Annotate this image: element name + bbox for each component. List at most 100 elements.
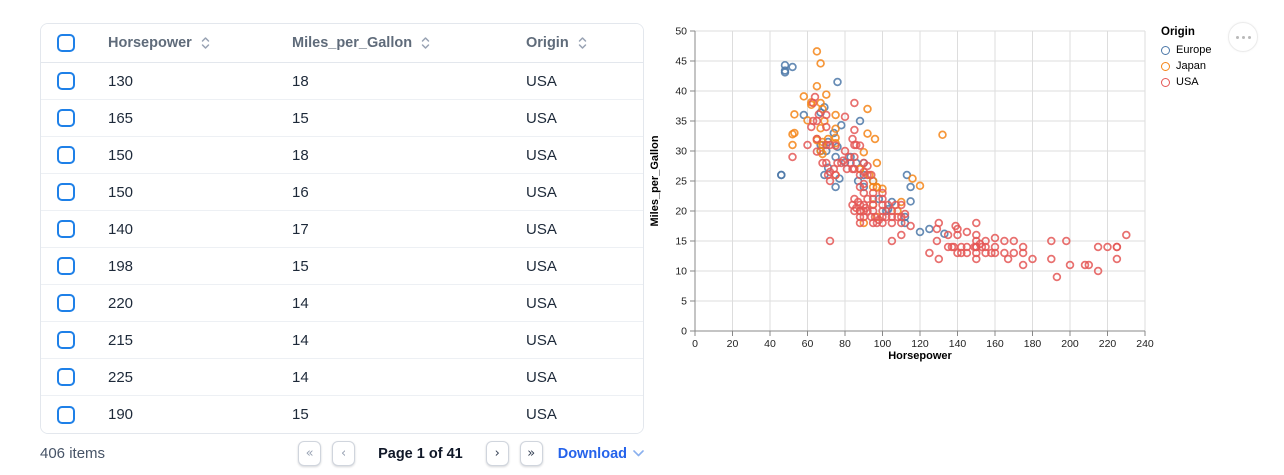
row-checkbox[interactable] [57,294,75,312]
cell-horsepower: 220 [108,294,134,312]
scatter-point-europe [837,120,846,130]
scatter-point-usa [953,230,962,240]
cell-horsepower: 130 [108,72,134,90]
row-checkbox[interactable] [57,220,75,238]
cell-horsepower: 190 [108,406,134,423]
table-row: 190 15 USA [41,396,643,433]
next-page-button[interactable]: › [485,441,509,466]
scatter-point-europe [780,60,790,70]
y-tick-label: 10 [675,266,687,278]
y-tick-label: 25 [675,176,687,188]
scatter-point-japan [872,183,882,192]
first-page-button[interactable]: « [298,441,322,466]
table-row: 150 16 USA [41,174,643,211]
select-all-checkbox[interactable] [57,34,75,52]
scatter-point-usa [962,227,972,237]
y-tick-label: 45 [675,56,687,68]
scatter-point-usa [825,236,835,246]
x-tick-label: 80 [839,338,851,350]
table-row: 130 18 USA [41,63,643,100]
prev-page-button[interactable]: ‹ [332,441,356,466]
scatter-point-usa [972,218,981,228]
sort-icon-horsepower[interactable] [201,36,210,50]
row-checkbox[interactable] [57,257,75,275]
scatter-point-usa [859,188,869,198]
sort-icon-miles-per-gallon[interactable] [421,36,430,50]
scatter-point-usa [861,203,870,213]
pagination: « ‹ Page 1 of 41 › » [298,441,543,466]
scatter-point-usa [855,170,865,180]
scatter-point-usa [925,248,934,258]
row-checkbox[interactable] [57,109,75,127]
scatter-point-usa [970,242,979,252]
cell-miles-per-gallon: 14 [292,294,309,312]
scatter-point-usa [897,200,906,210]
cell-horsepower: 150 [108,183,134,201]
legend-entry-europe[interactable]: Europe [1161,42,1211,58]
scatter-point-japan [803,116,812,125]
cell-origin: USA [526,220,557,238]
page-indicator: Page 1 of 41 [378,445,463,462]
scatter-point-usa [990,233,1000,243]
legend-label: Europe [1176,44,1212,56]
scatter-point-usa [897,230,906,240]
column-header-origin[interactable]: Origin [526,35,569,51]
scatter-point-usa [1003,254,1013,264]
scatter-point-japan [915,181,925,191]
row-checkbox[interactable] [57,331,75,349]
legend-entry-usa[interactable]: USA [1161,74,1211,90]
items-count: 406 items [40,445,106,462]
scatter-point-usa [822,158,831,168]
sort-icon-origin[interactable] [578,36,587,50]
scatter-point-usa [868,200,878,210]
scatter-point-japan [822,90,831,99]
scatter-point-japan [831,133,840,143]
row-checkbox[interactable] [57,183,75,201]
x-tick-label: 40 [764,338,776,350]
scatter-point-usa [850,152,859,162]
scatter-point-usa [812,116,822,126]
cell-miles-per-gallon: 16 [292,183,309,201]
scatter-point-usa [932,224,942,234]
scatter-point-usa [812,134,822,144]
table-row: 140 17 USA [41,211,643,248]
scatter-point-usa [1028,254,1037,264]
scatter-point-japan [863,129,872,138]
scatter-point-europe [940,229,949,239]
chart-actions-menu-button[interactable] [1228,22,1258,52]
y-tick-label: 35 [675,116,687,128]
row-checkbox[interactable] [57,146,75,164]
row-checkbox[interactable] [57,72,75,90]
x-tick-label: 180 [1024,338,1042,350]
scatter-point-japan [790,128,799,138]
x-tick-label: 240 [1136,338,1154,350]
scatter-point-usa [831,170,840,180]
scatter-point-japan [788,140,797,150]
column-header-horsepower[interactable]: Horsepower [108,35,192,51]
column-header-miles-per-gallon[interactable]: Miles_per_Gallon [292,35,413,51]
scatter-point-usa [882,212,891,222]
x-tick-label: 0 [692,338,698,350]
scatter-point-usa [1047,236,1056,246]
scatter-point-usa [1103,242,1112,252]
row-checkbox[interactable] [57,368,75,386]
scatter-point-japan [799,92,809,101]
row-checkbox[interactable] [57,405,75,424]
legend-entry-japan[interactable]: Japan [1161,58,1211,74]
table-body: 130 18 USA 165 15 USA 150 18 USA 150 16 USA 140 17 USA… [41,63,643,433]
scatter-point-usa [1080,260,1090,270]
scatter-point-usa [818,158,827,168]
cell-miles-per-gallon: 18 [292,72,309,90]
y-tick-label: 15 [675,236,687,248]
download-button[interactable]: Download [558,446,644,462]
scatter-point-usa [990,248,1000,258]
scatter-point-usa [863,194,872,204]
scatter-point-usa [932,236,942,246]
last-page-button[interactable]: » [519,441,543,466]
scatter-point-usa [1122,230,1131,240]
scatter-point-japan [816,123,825,133]
scatter-point-usa [844,152,854,162]
y-tick-label: 50 [675,26,687,38]
scatter-point-usa [850,125,859,135]
cell-horsepower: 215 [108,331,134,349]
